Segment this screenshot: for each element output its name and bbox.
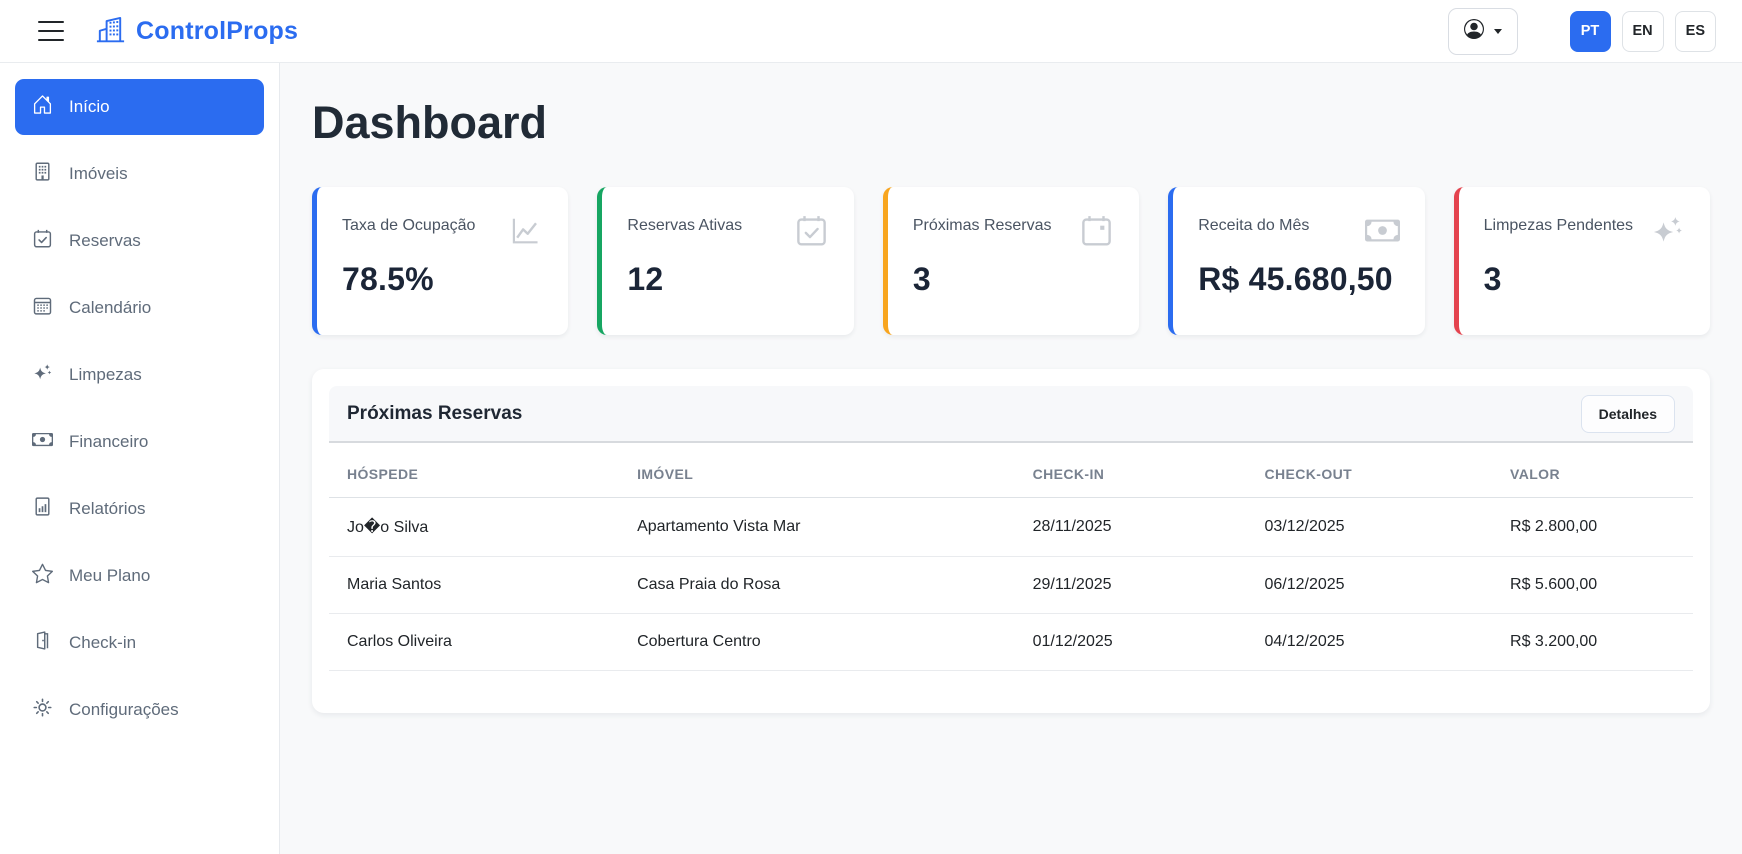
calendar-check-icon (32, 228, 53, 254)
column-header-valor: VALOR (1502, 443, 1693, 498)
cell-value: R$ 5.600,00 (1502, 556, 1693, 614)
sidebar-item-label: Meu Plano (69, 566, 151, 585)
building-logo-icon (94, 14, 127, 49)
stat-card-proximas-reservas: Próximas Reservas 3 (882, 187, 1140, 335)
stat-value: 78.5% (342, 261, 434, 297)
cell-value: R$ 3.200,00 (1502, 613, 1693, 671)
brand-logo[interactable]: ControlProps (94, 14, 298, 49)
reservations-table: HÓSPEDE IMÓVEL CHECK-IN CHECK-OUT VALOR … (329, 443, 1693, 671)
stat-card-receita-mes: Receita do Mês R$ 45.680,50 (1168, 187, 1425, 335)
main-content: Dashboard Taxa de Ocupação 78.5% Reser (280, 63, 1742, 854)
cell-property: Casa Praia do Rosa (629, 556, 1025, 614)
sidebar-item-label: Relatórios (69, 499, 146, 518)
brand-name: ControlProps (136, 16, 299, 45)
sidebar-item-financeiro[interactable]: Financeiro (15, 414, 264, 470)
table-row: Carlos Oliveira Cobertura Centro 01/12/2… (329, 613, 1693, 671)
user-menu-button[interactable] (1447, 7, 1518, 55)
calendar-event-icon (1079, 213, 1114, 253)
house-icon (32, 94, 53, 120)
graph-up-icon (508, 213, 543, 253)
file-bar-graph-icon (32, 496, 53, 522)
reservations-card: Próximas Reservas Detalhes HÓSPEDE IMÓVE… (312, 369, 1710, 713)
cell-checkout: 06/12/2025 (1256, 556, 1503, 614)
cell-checkout: 04/12/2025 (1256, 613, 1503, 671)
cell-checkout: 03/12/2025 (1256, 497, 1503, 557)
stats-row: Taxa de Ocupação 78.5% Reservas Ativas (312, 187, 1711, 335)
language-button-es[interactable]: ES (1674, 10, 1716, 52)
sidebar-item-configuracoes[interactable]: Configurações (15, 682, 264, 738)
sidebar-item-check-in[interactable]: Check-in (15, 615, 264, 671)
table-row: Maria Santos Casa Praia do Rosa 29/11/20… (329, 556, 1693, 614)
sidebar-item-label: Check-in (69, 633, 137, 652)
sidebar-item-calendario[interactable]: Calendário (15, 280, 264, 336)
sidebar: Início Imóveis (0, 63, 280, 854)
language-button-en[interactable]: EN (1621, 10, 1664, 52)
reservations-card-header: Próximas Reservas Detalhes (329, 386, 1693, 443)
sparkles-icon (1650, 213, 1685, 253)
sidebar-item-label: Reservas (69, 231, 141, 250)
cell-guest: Carlos Oliveira (329, 613, 630, 671)
sparkles-icon (32, 362, 53, 388)
sidebar-item-reservas[interactable]: Reservas (15, 213, 264, 269)
language-button-pt[interactable]: PT (1569, 10, 1611, 52)
sidebar-item-imoveis[interactable]: Imóveis (15, 146, 264, 202)
hamburger-menu-icon[interactable] (38, 21, 64, 41)
reservations-title: Próximas Reservas (347, 402, 523, 424)
language-switcher: PT EN ES (1569, 10, 1716, 52)
cell-checkin: 01/12/2025 (1024, 613, 1257, 671)
sidebar-item-label: Calendário (69, 298, 152, 317)
sidebar-item-limpezas[interactable]: Limpezas (15, 347, 264, 403)
stat-value: 12 (627, 261, 664, 297)
details-button[interactable]: Detalhes (1580, 394, 1675, 433)
table-row: Jo�o Silva Apartamento Vista Mar 28/11/2… (329, 497, 1693, 557)
stat-label: Taxa de Ocupação (342, 217, 476, 234)
stat-card-reservas-ativas: Reservas Ativas 12 (597, 187, 854, 335)
calendar-check-icon (794, 213, 829, 253)
gear-icon (32, 697, 53, 723)
stat-value: 3 (1483, 261, 1502, 297)
stat-label: Receita do Mês (1198, 217, 1310, 234)
sidebar-item-label: Financeiro (69, 432, 149, 451)
stat-label: Limpezas Pendentes (1483, 217, 1634, 234)
cell-value: R$ 2.800,00 (1502, 497, 1693, 557)
sidebar-item-label: Imóveis (69, 164, 128, 183)
stat-label: Próximas Reservas (912, 217, 1052, 234)
page-title: Dashboard (312, 97, 548, 148)
stat-card-taxa-ocupacao: Taxa de Ocupação 78.5% (312, 187, 569, 335)
person-circle-icon (1463, 18, 1484, 44)
sidebar-item-inicio[interactable]: Início (15, 79, 264, 135)
sidebar-item-label: Início (69, 97, 110, 116)
building-icon (32, 161, 53, 187)
sidebar-item-relatorios[interactable]: Relatórios (15, 481, 264, 537)
cash-icon (32, 429, 53, 455)
cell-property: Cobertura Centro (629, 613, 1025, 671)
stat-value: 3 (912, 261, 931, 297)
column-header-checkin: CHECK-IN (1024, 443, 1257, 498)
column-header-checkout: CHECK-OUT (1256, 443, 1503, 498)
sidebar-item-label: Limpezas (69, 365, 142, 384)
cell-checkin: 28/11/2025 (1024, 497, 1257, 557)
column-header-hospede: HÓSPEDE (329, 443, 630, 498)
chevron-down-icon (1493, 28, 1502, 34)
cell-guest: Jo�o Silva (329, 497, 630, 557)
cash-icon (1364, 213, 1400, 253)
calendar-grid-icon (32, 295, 53, 321)
table-header-row: HÓSPEDE IMÓVEL CHECK-IN CHECK-OUT VALOR (329, 443, 1693, 498)
stat-card-limpezas-pendentes: Limpezas Pendentes 3 (1453, 187, 1711, 335)
sidebar-item-label: Configurações (69, 700, 179, 719)
cell-guest: Maria Santos (329, 556, 630, 614)
top-bar: ControlProps PT EN ES (0, 0, 1742, 63)
column-header-imovel: IMÓVEL (629, 443, 1025, 498)
cell-checkin: 29/11/2025 (1024, 556, 1257, 614)
stat-value: R$ 45.680,50 (1198, 261, 1393, 297)
sidebar-item-meu-plano[interactable]: Meu Plano (15, 548, 264, 604)
door-icon (32, 630, 53, 656)
star-icon (32, 563, 54, 589)
stat-label: Reservas Ativas (627, 217, 743, 234)
cell-property: Apartamento Vista Mar (629, 497, 1025, 557)
